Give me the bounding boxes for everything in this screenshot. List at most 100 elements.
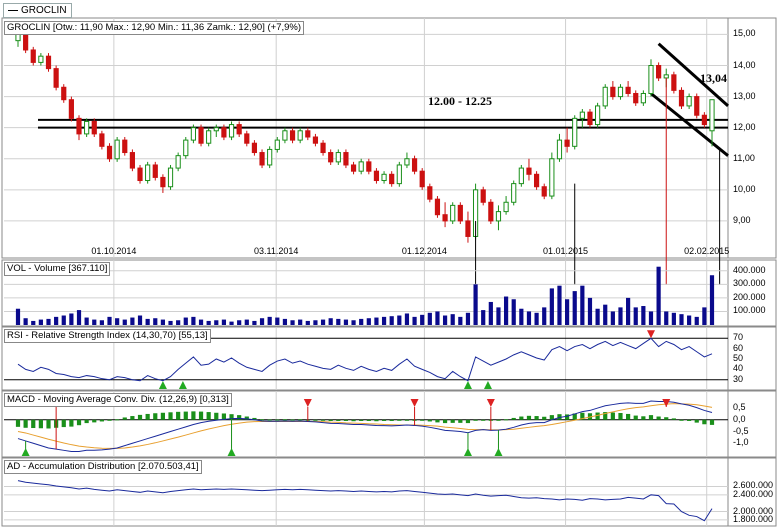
candle-up xyxy=(190,127,197,141)
macd-sell-arrow xyxy=(303,399,312,407)
legend-label: GROCLIN xyxy=(21,5,67,16)
rsi-panel-title: RSI - Relative Strength Index (14,30,70)… xyxy=(4,329,211,343)
candle-up xyxy=(297,130,303,141)
macd-histogram-bar xyxy=(275,419,280,421)
candle-up xyxy=(709,99,715,132)
macd-ytick-label: 0,0 xyxy=(733,413,746,424)
volume-bar xyxy=(549,288,554,325)
volume-bar xyxy=(153,318,158,325)
macd-histogram-bar xyxy=(137,414,143,420)
channel-top-label: 13,04 xyxy=(700,71,727,85)
volume-bar xyxy=(435,311,440,325)
macd-histogram-bar xyxy=(160,412,165,420)
volume-bar xyxy=(496,307,501,325)
volume-ytick-label: 400.000 xyxy=(733,264,766,275)
x-tick-label: 01.12.2014 xyxy=(401,246,447,256)
macd-histogram-bar xyxy=(511,417,516,420)
candle-down xyxy=(411,158,418,172)
macd-histogram-bar xyxy=(252,417,257,420)
candle-down xyxy=(91,120,97,135)
macd-histogram-bar xyxy=(618,413,623,420)
rsi-buy-arrow xyxy=(463,381,472,389)
candle-up xyxy=(282,130,288,141)
price-panel-frame xyxy=(1,17,777,259)
macd-histogram-bar xyxy=(320,419,326,421)
candle-up xyxy=(167,167,174,188)
volume-bar xyxy=(69,313,74,325)
legend-swatch xyxy=(8,9,18,11)
candle-down xyxy=(244,133,250,144)
candle-down xyxy=(289,130,296,141)
macd-histogram-bar xyxy=(610,412,615,420)
rsi-ytick-label: 30 xyxy=(733,373,744,384)
volume-bar xyxy=(610,311,615,325)
macd-histogram-bar xyxy=(328,419,333,421)
volume-bar xyxy=(298,319,303,325)
macd-histogram-bar xyxy=(458,419,463,423)
volume-bar xyxy=(275,317,280,325)
macd-histogram-bar xyxy=(496,419,501,421)
macd-histogram-bar xyxy=(23,419,28,428)
candle-down xyxy=(53,68,59,88)
macd-buy-arrow xyxy=(494,448,503,456)
candle-down xyxy=(610,86,616,98)
candle-up xyxy=(228,124,235,138)
candle-up xyxy=(335,152,341,163)
candle-down xyxy=(99,133,105,147)
candle-up xyxy=(84,120,90,135)
volume-bar xyxy=(46,318,51,325)
candle-down xyxy=(129,152,135,169)
volume-bar xyxy=(61,315,66,325)
candle-up xyxy=(648,65,654,94)
candle-down xyxy=(587,111,593,126)
candle-up xyxy=(381,173,387,182)
candle-down xyxy=(701,114,707,126)
rsi-ytick-label: 70 xyxy=(733,332,744,343)
macd-histogram-bar xyxy=(374,419,379,422)
macd-histogram-bar xyxy=(76,419,82,426)
candle-down xyxy=(366,161,372,172)
macd-histogram-bar xyxy=(69,419,74,427)
candle-down xyxy=(251,142,258,154)
candle-up xyxy=(602,86,608,107)
volume-bar xyxy=(633,307,638,325)
volume-bar xyxy=(587,297,593,325)
ad-line xyxy=(17,480,713,522)
volume-bar xyxy=(404,313,410,325)
candle-down xyxy=(61,86,67,101)
macd-histogram-bar xyxy=(313,419,318,421)
macd-histogram-bar xyxy=(664,417,669,420)
candle-up xyxy=(15,33,21,42)
macd-histogram-bar xyxy=(31,419,36,429)
volume-bar xyxy=(565,299,570,325)
macd-signal-line xyxy=(17,403,713,449)
volume-bar xyxy=(381,316,387,325)
macd-histogram-bar xyxy=(633,415,638,420)
candle-up xyxy=(404,158,410,166)
volume-bar xyxy=(38,319,43,325)
legend: GROCLIN xyxy=(3,3,72,18)
candle-up xyxy=(183,139,189,157)
volume-bar xyxy=(115,318,120,325)
candle-down xyxy=(671,74,677,91)
volume-bar xyxy=(519,308,524,325)
candle-up xyxy=(579,111,585,119)
candle-down xyxy=(541,186,547,197)
macd-sell-arrow xyxy=(410,399,419,407)
macd-histogram-bar xyxy=(366,419,371,421)
candle-down xyxy=(533,173,540,188)
macd-panel-title: MACD - Moving Average Conv. Div. (12,26,… xyxy=(4,393,232,407)
candle-up xyxy=(595,105,601,126)
macd-histogram-bar xyxy=(679,419,684,421)
macd-histogram-bar xyxy=(198,411,204,420)
macd-histogram-bar xyxy=(84,419,89,424)
candle-down xyxy=(259,152,265,166)
macd-histogram-bar xyxy=(244,416,249,420)
ad-ytick-label: 1.800.000 xyxy=(733,513,774,524)
volume-bar xyxy=(503,296,509,325)
macd-histogram-bar xyxy=(687,419,692,421)
macd-buy-arrow xyxy=(21,448,30,456)
volume-bar xyxy=(534,312,539,325)
macd-histogram-bar xyxy=(420,419,425,421)
candle-down xyxy=(564,139,570,147)
